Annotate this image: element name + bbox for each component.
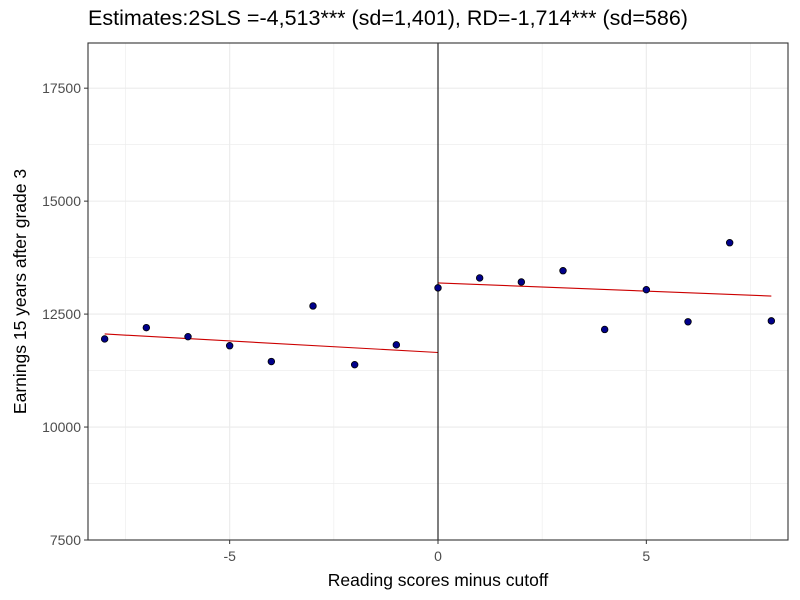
data-point	[434, 284, 442, 292]
fit-line-right	[437, 282, 772, 297]
y-tick-label: 15000	[42, 193, 81, 209]
data-point	[559, 267, 567, 275]
data-point	[309, 302, 317, 310]
data-point	[517, 278, 526, 286]
data-point	[225, 342, 234, 350]
x-tick-label: -5	[223, 548, 236, 564]
data-point	[142, 323, 151, 332]
data-point	[600, 325, 609, 334]
x-axis-title: Reading scores minus cutoff	[328, 570, 549, 590]
x-tick-label: 5	[642, 548, 650, 564]
y-tick-label: 12500	[42, 306, 81, 322]
data-point	[267, 357, 276, 366]
data-point	[725, 239, 734, 247]
data-point	[184, 332, 192, 341]
y-tick-label: 7500	[50, 532, 81, 548]
x-tick-label: 0	[434, 548, 442, 564]
data-point	[100, 335, 109, 343]
tick-layer: -5 0 5 7500 10000 12500 15000 17500	[42, 80, 650, 564]
y-tick-label: 17500	[42, 80, 81, 96]
y-axis-title: Earnings 15 years after grade 3	[10, 169, 30, 414]
data-point	[642, 285, 651, 294]
chart-title: Estimates:2SLS =-4,513*** (sd=1,401), RD…	[88, 6, 688, 30]
fit-line-layer	[104, 282, 772, 354]
data-point	[392, 341, 401, 349]
fit-line-left	[104, 333, 439, 354]
data-point	[475, 274, 484, 282]
data-point	[684, 318, 692, 326]
data-point	[350, 360, 359, 369]
point-layer	[100, 239, 776, 369]
data-point	[767, 317, 776, 325]
y-tick-label: 10000	[42, 419, 81, 435]
